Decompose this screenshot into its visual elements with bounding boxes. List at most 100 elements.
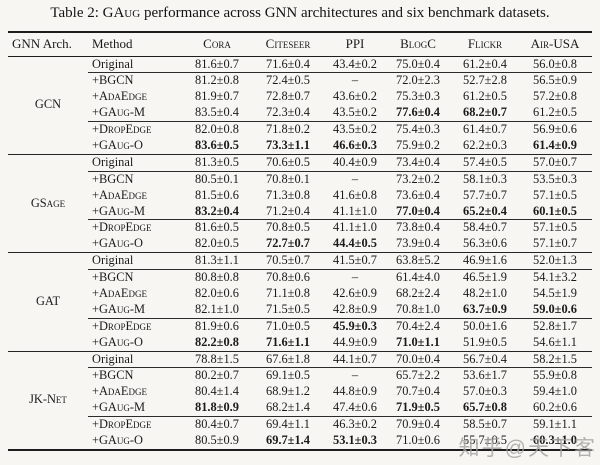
value-cell: 44.8±0.9 bbox=[333, 384, 377, 399]
value-cell: 70.8±0.5 bbox=[266, 220, 310, 235]
arch-group-gsage: GSage Original 81.3±0.5 70.6±0.5 40.4±0.9 73.… bbox=[8, 154, 592, 254]
value-cell: 55.7±0.5 bbox=[452, 433, 518, 451]
value-cell: 44.4±0.5 bbox=[326, 236, 384, 254]
value-cell: 71.6±0.4 bbox=[250, 56, 326, 74]
value-cell: 71.5±0.5 bbox=[250, 301, 326, 319]
value-cell: 54.6±1.1 bbox=[518, 334, 592, 352]
value-cell: 71.0±1.1 bbox=[384, 334, 452, 352]
value-cell: 43.5±0.2 bbox=[326, 105, 384, 123]
value-cell: 71.1±0.8 bbox=[266, 286, 310, 301]
value-cell: 69.4±1.1 bbox=[266, 417, 310, 432]
caption-prefix: Table 2: bbox=[50, 5, 103, 21]
table-row: GSage Original 81.3±0.5 70.6±0.5 40.4±0.9 73.… bbox=[8, 154, 592, 254]
table-row: +BGCN 80.5±0.1 70.8±0.1 – 73.2±0.2 58.1±0.3 53… bbox=[8, 171, 592, 187]
value-cell: 81.9±0.6 bbox=[195, 318, 239, 333]
table-row: +GAug-O 83.6±0.5 73.3±1.1 46.6±0.3 75.9±0.2 6… bbox=[8, 138, 592, 155]
value-cell: 81.9±0.7 bbox=[195, 89, 239, 104]
table-row: +AdaEdge 82.0±0.6 71.1±0.8 42.6±0.9 68.2±2.4… bbox=[8, 286, 592, 302]
value-cell: 44.1±0.7 bbox=[326, 351, 384, 369]
value-cell: 46.6±0.3 bbox=[326, 138, 384, 155]
value-cell: 58.5±0.7 bbox=[463, 417, 507, 432]
table-row: +AdaEdge 81.9±0.7 72.8±0.7 43.6±0.2 75.3±0.3… bbox=[8, 89, 592, 105]
value-cell: 70.4±2.4 bbox=[396, 318, 440, 333]
value-cell: 72.7±0.7 bbox=[250, 236, 326, 254]
value-cell: 77.6±0.4 bbox=[384, 105, 452, 123]
table-header-row: GNN Arch. Method Cora Citeseer PPI BlogC Flick… bbox=[8, 30, 592, 57]
value-cell: 54.1±3.2 bbox=[533, 270, 577, 285]
value-cell: 82.2±0.8 bbox=[184, 334, 250, 352]
value-cell: 54.5±1.9 bbox=[533, 286, 577, 301]
table-row: GAT Original 81.3±1.1 70.5±0.7 41.5±0.7 63.8±… bbox=[8, 252, 592, 352]
value-cell: 77.0±0.4 bbox=[384, 203, 452, 221]
value-cell: 56.9±0.6 bbox=[533, 122, 577, 137]
value-cell: 70.9±0.4 bbox=[396, 417, 440, 432]
value-cell: 61.4±4.0 bbox=[396, 270, 440, 285]
caption-suffix: performance across GNN architectures and… bbox=[140, 5, 550, 21]
value-cell: 81.2±0.8 bbox=[195, 73, 239, 88]
value-cell: 42.8±0.9 bbox=[326, 301, 384, 319]
value-cell: 75.9±0.2 bbox=[384, 138, 452, 155]
value-cell: 46.3±0.2 bbox=[333, 417, 377, 432]
results-table: GNN Arch. Method Cora Citeseer PPI BlogC Flick… bbox=[8, 30, 592, 451]
method-label: +GAug-O bbox=[88, 433, 184, 451]
arch-label: GCN bbox=[8, 56, 88, 155]
value-cell: 70.8±0.1 bbox=[266, 171, 310, 186]
value-cell: 57.1±0.5 bbox=[533, 220, 577, 235]
arch-label: GSage bbox=[8, 154, 88, 254]
column-header-ppi: PPI bbox=[326, 30, 384, 57]
table-row: GCN Original 81.6±0.7 71.6±0.4 43.4±0.2 75.0±… bbox=[8, 56, 592, 155]
value-cell: 72.0±2.3 bbox=[396, 73, 440, 88]
value-cell: 51.9±0.5 bbox=[452, 334, 518, 352]
value-cell: 70.7±0.4 bbox=[396, 384, 440, 399]
value-cell: 69.1±0.5 bbox=[266, 368, 310, 383]
value-cell: 63.8±5.2 bbox=[384, 252, 452, 271]
table-row: +GAug-O 82.2±0.8 71.6±1.1 44.9±0.9 71.0±1.1 5… bbox=[8, 334, 592, 352]
value-cell: 68.9±1.2 bbox=[266, 384, 310, 399]
value-cell: 73.2±0.2 bbox=[396, 171, 440, 186]
value-cell: 81.5±0.6 bbox=[195, 187, 239, 202]
caption-gaug-word: GAug bbox=[102, 5, 141, 21]
value-cell: – bbox=[351, 368, 359, 383]
value-cell: 78.8±1.5 bbox=[184, 351, 250, 369]
table-row: JK-Net Original 78.8±1.5 67.6±1.8 44.1±0.7 70… bbox=[8, 351, 592, 451]
column-header-gnn-arch-: GNN Arch. bbox=[8, 30, 88, 57]
value-cell: 69.7±1.4 bbox=[250, 433, 326, 451]
method-label: +BGCN bbox=[92, 73, 134, 88]
value-cell: 73.8±0.4 bbox=[396, 220, 440, 235]
value-cell: 41.1±1.0 bbox=[326, 203, 384, 221]
value-cell: – bbox=[351, 73, 359, 88]
value-cell: 71.0±0.5 bbox=[266, 318, 310, 333]
value-cell: 41.6±0.8 bbox=[333, 187, 377, 202]
table-row: +GAug-O 80.5±0.9 69.7±1.4 53.1±0.3 71.0±0.6 5… bbox=[8, 433, 592, 451]
value-cell: 57.2±0.8 bbox=[533, 89, 577, 104]
header-row: GNN Arch. Method Cora Citeseer PPI BlogC Flick… bbox=[8, 30, 592, 57]
value-cell: 73.3±1.1 bbox=[250, 138, 326, 155]
method-label: +AdaEdge bbox=[92, 286, 148, 301]
value-cell: 83.6±0.5 bbox=[184, 138, 250, 155]
method-label: Original bbox=[88, 351, 184, 369]
value-cell: 80.4±0.7 bbox=[195, 417, 239, 432]
method-label: +GAug-O bbox=[88, 334, 184, 352]
value-cell: 44.9±0.9 bbox=[326, 334, 384, 352]
value-cell: 53.6±1.7 bbox=[463, 368, 507, 383]
value-cell: 61.2±0.5 bbox=[518, 105, 592, 123]
value-cell: 61.4±0.9 bbox=[518, 138, 592, 155]
value-cell: 81.3±1.1 bbox=[184, 252, 250, 271]
column-header-method: Method bbox=[88, 30, 184, 57]
value-cell: 82.0±0.6 bbox=[195, 286, 239, 301]
value-cell: 57.1±0.7 bbox=[518, 236, 592, 254]
arch-label: JK-Net bbox=[8, 351, 88, 451]
method-label: +GAug-M bbox=[88, 203, 184, 221]
value-cell: 56.7±0.4 bbox=[452, 351, 518, 369]
value-cell: 72.4±0.5 bbox=[266, 73, 310, 88]
value-cell: 80.4±1.4 bbox=[195, 384, 239, 399]
value-cell: 81.3±0.5 bbox=[184, 154, 250, 172]
method-label: Original bbox=[88, 154, 184, 172]
value-cell: 58.4±0.7 bbox=[463, 220, 507, 235]
value-cell: 61.2±0.5 bbox=[463, 89, 507, 104]
value-cell: 43.6±0.2 bbox=[333, 89, 377, 104]
value-cell: 70.5±0.7 bbox=[250, 252, 326, 271]
table-row: +GAug-M 83.2±0.4 71.2±0.4 41.1±1.0 77.0±0.4 6… bbox=[8, 203, 592, 221]
value-cell: 73.4±0.4 bbox=[384, 154, 452, 172]
value-cell: 41.1±1.0 bbox=[333, 220, 377, 235]
